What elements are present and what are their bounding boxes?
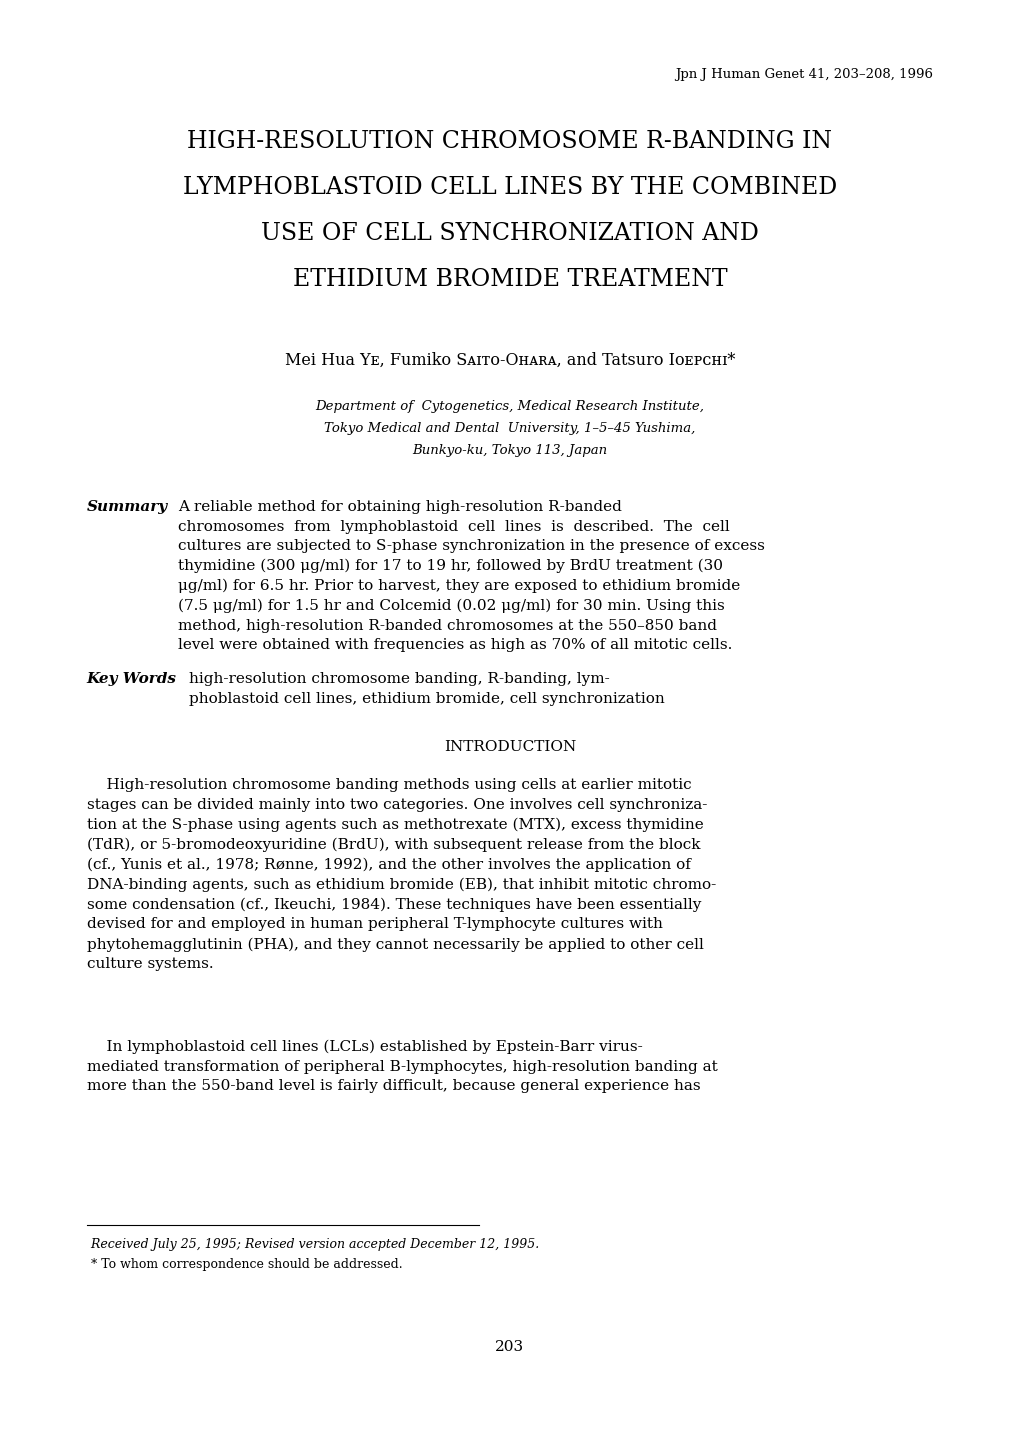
Text: Tokyo Medical and Dental  University, 1–5–45 Yushima,: Tokyo Medical and Dental University, 1–5… [324,422,695,435]
Text: High-resolution chromosome banding methods using cells at earlier mitotic
stages: High-resolution chromosome banding metho… [87,778,715,972]
Text: Bunkyo-ku, Tokyo 113, Japan: Bunkyo-ku, Tokyo 113, Japan [412,444,607,456]
Text: * To whom correspondence should be addressed.: * To whom correspondence should be addre… [87,1258,401,1271]
Text: HIGH-RESOLUTION CHROMOSOME R-BANDING IN: HIGH-RESOLUTION CHROMOSOME R-BANDING IN [187,130,832,153]
Text: Jpn J Human Genet 41, 203–208, 1996: Jpn J Human Genet 41, 203–208, 1996 [675,69,932,82]
Text: Key Words: Key Words [87,673,176,685]
Text: Received July 25, 1995; Revised version accepted December 12, 1995.: Received July 25, 1995; Revised version … [87,1238,538,1251]
Text: high-resolution chromosome banding, R-banding, lym-
phoblastoid cell lines, ethi: high-resolution chromosome banding, R-ba… [189,673,663,705]
Text: INTRODUCTION: INTRODUCTION [443,740,576,754]
Text: LYMPHOBLASTOID CELL LINES BY THE COMBINED: LYMPHOBLASTOID CELL LINES BY THE COMBINE… [182,176,837,199]
Text: Department of  Cytogenetics, Medical Research Institute,: Department of Cytogenetics, Medical Rese… [315,401,704,414]
Text: 203: 203 [495,1339,524,1354]
Text: Mei Hua Yᴇ, Fumiko Sᴀɪᴛᴏ-Oʜᴀʀᴀ, and Tatsuro Iᴏᴇᴘᴄʜɪ*: Mei Hua Yᴇ, Fumiko Sᴀɪᴛᴏ-Oʜᴀʀᴀ, and Tats… [284,352,735,369]
Text: ETHIDIUM BROMIDE TREATMENT: ETHIDIUM BROMIDE TREATMENT [292,268,727,290]
Text: In lymphoblastoid cell lines (LCLs) established by Epstein-Barr virus-
mediated : In lymphoblastoid cell lines (LCLs) esta… [87,1040,716,1093]
Text: A reliable method for obtaining high-resolution R-banded
chromosomes  from  lymp: A reliable method for obtaining high-res… [178,499,764,653]
Text: USE OF CELL SYNCHRONIZATION AND: USE OF CELL SYNCHRONIZATION AND [261,222,758,245]
Text: Summary: Summary [87,499,168,514]
